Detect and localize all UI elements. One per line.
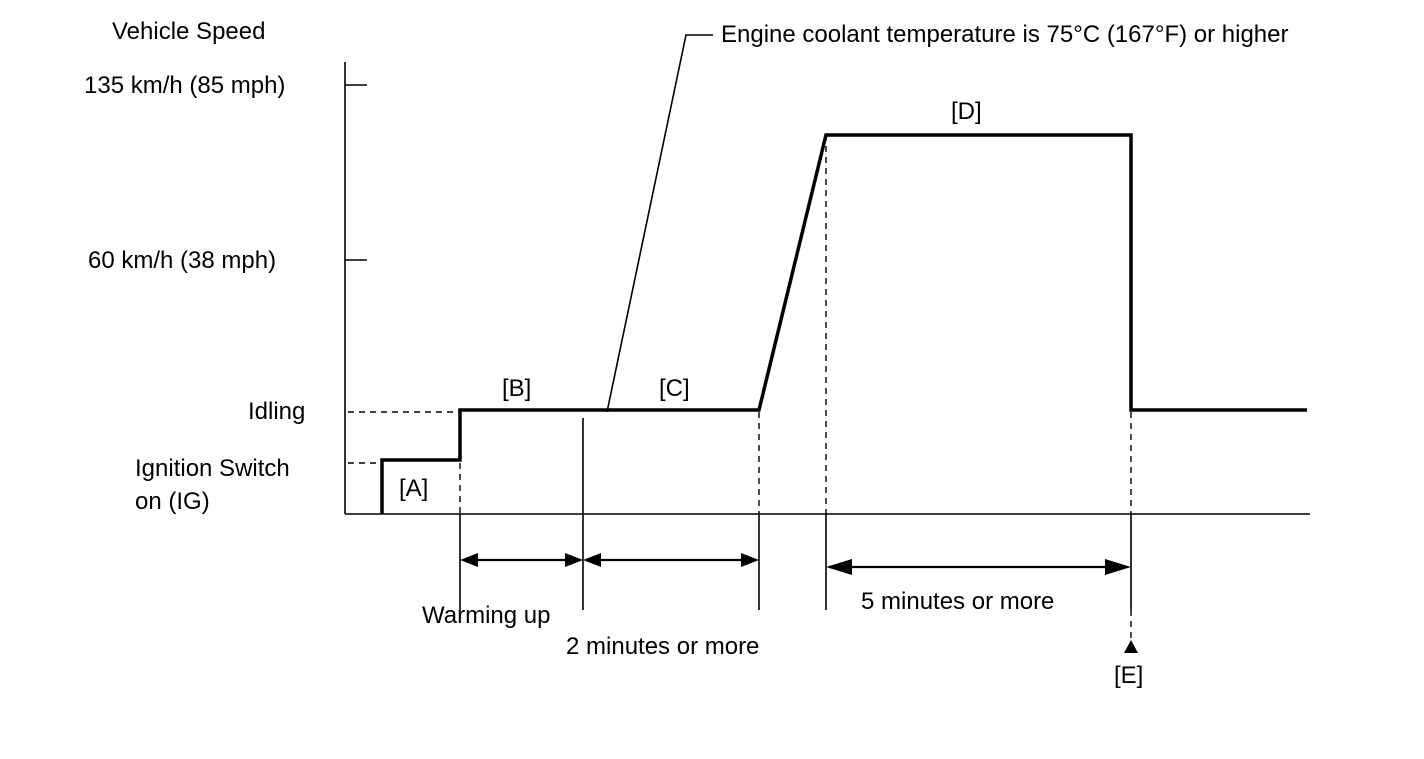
level-label-ignition-line2: on (IG): [135, 488, 210, 515]
level-label-high: 135 km/h (85 mph): [84, 72, 285, 99]
level-label-idling: Idling: [248, 398, 305, 425]
phase-label-d: [D]: [951, 98, 982, 125]
duration-label-two-minutes: 2 minutes or more: [566, 633, 759, 660]
speed-trace: [380, 133, 1307, 514]
coolant-leader-line: [606, 34, 713, 413]
two-minutes-arrow: [583, 553, 759, 567]
coolant-annotation: Engine coolant temperature is 75°C (167°…: [721, 21, 1289, 48]
phase-label-e: [E]: [1114, 662, 1143, 689]
duration-label-warming-up: Warming up: [422, 602, 550, 629]
warming-up-arrow: [460, 553, 583, 567]
phase-label-b: [B]: [502, 375, 531, 402]
level-label-ignition-line1: Ignition Switch: [135, 455, 290, 482]
phase-label-a: [A]: [399, 475, 428, 502]
e-marker-arrowhead: [1124, 640, 1138, 653]
y-axis-title: Vehicle Speed: [112, 18, 265, 45]
duration-label-five-minutes: 5 minutes or more: [861, 588, 1054, 615]
five-minutes-arrow: [826, 559, 1131, 575]
level-label-mid: 60 km/h (38 mph): [88, 247, 276, 274]
phase-label-c: [C]: [659, 375, 690, 402]
